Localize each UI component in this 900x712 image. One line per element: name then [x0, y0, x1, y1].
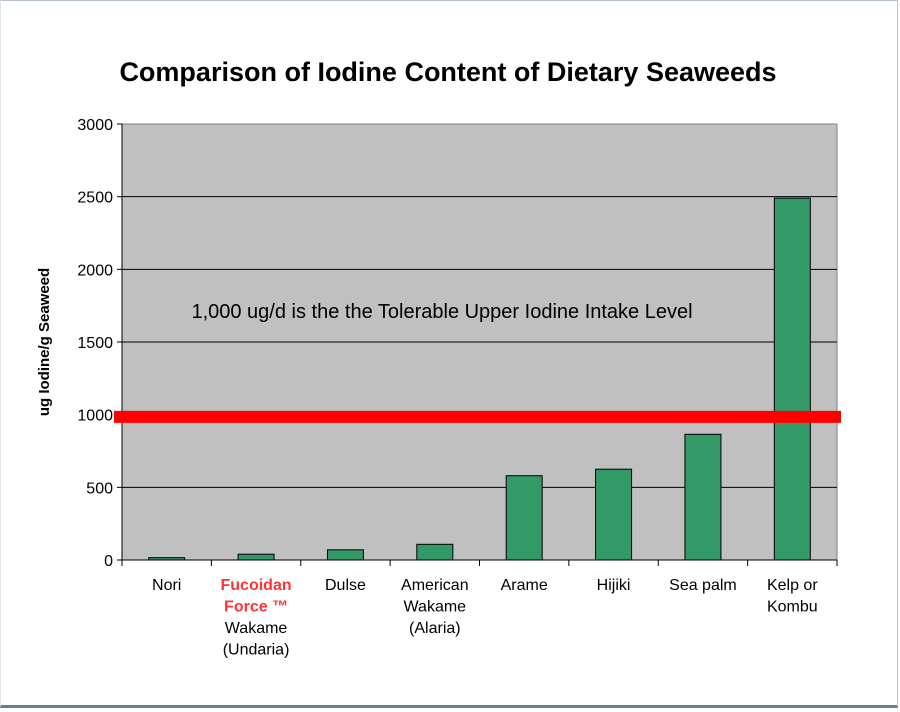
x-tick-label: (Undaria)	[223, 642, 290, 659]
bar	[237, 553, 275, 561]
y-tick-label: 0	[104, 553, 113, 570]
y-tick-label: 2000	[77, 262, 113, 279]
bar	[595, 468, 633, 561]
x-tick-label: Hijiki	[597, 577, 631, 594]
x-tick-label: Sea palm	[669, 577, 737, 594]
x-tick-label: Arame	[501, 577, 548, 594]
x-tick-label: Kelp or	[767, 577, 818, 594]
x-tick-label: Kombu	[767, 599, 818, 616]
x-tick-label: Fucoidan	[221, 577, 292, 594]
y-axis-label: ug Iodine/g Seaweed	[36, 268, 53, 416]
bar	[684, 433, 722, 561]
x-tick-label: American	[401, 577, 469, 594]
y-tick-label: 3000	[77, 117, 113, 134]
x-tick-label: Nori	[152, 577, 181, 594]
y-tick-label: 2500	[77, 190, 113, 207]
bar	[773, 197, 811, 561]
bar	[326, 549, 364, 561]
chart-title: Comparison of Iodine Content of Dietary …	[119, 57, 776, 87]
x-tick-label: Wakame	[225, 620, 288, 637]
reference-line-annotation: 1,000 ug/d is the the Tolerable Upper Io…	[191, 301, 692, 323]
y-tick-label: 1000	[77, 408, 113, 425]
reference-line	[114, 410, 841, 423]
y-tick-label: 500	[86, 480, 113, 497]
y-tick-label: 1500	[77, 335, 113, 352]
x-tick-label: Wakame	[404, 599, 467, 616]
x-tick-label: Dulse	[325, 577, 366, 594]
bar	[505, 475, 543, 561]
x-tick-label: (Alaria)	[409, 620, 461, 637]
bar	[416, 543, 454, 561]
x-tick-label: Force ™	[224, 599, 288, 616]
